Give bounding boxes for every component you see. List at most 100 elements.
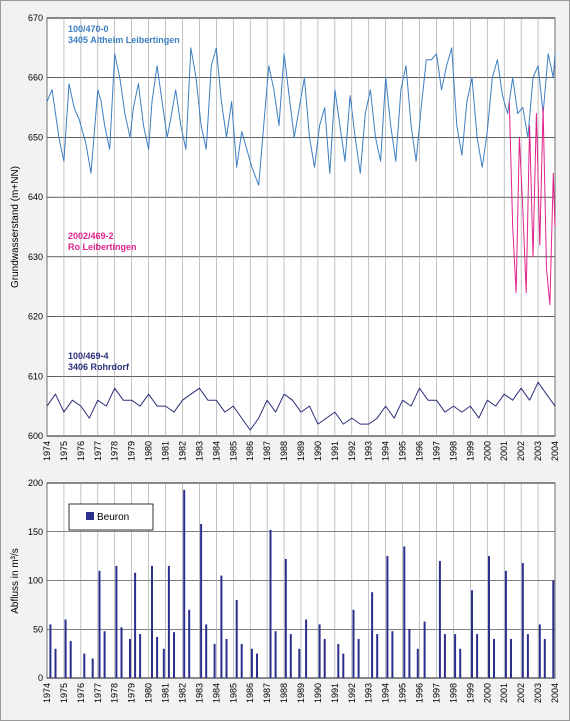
discharge-chart: 0 50 100 150 200 1974 1975 1976 1977 1978 1979 198…	[10, 478, 560, 703]
bar-beuron	[342, 653, 345, 678]
bar-beuron	[552, 580, 555, 678]
bar-beuron	[240, 643, 243, 678]
x-tick-label: 1980	[144, 683, 154, 703]
bar-beuron	[91, 658, 94, 678]
bar-beuron	[129, 639, 131, 678]
y-tick-label: 650	[28, 132, 43, 142]
legend-entry-beuron: Beuron	[97, 512, 129, 523]
x-tick-label: 1997	[431, 441, 441, 461]
bar-beuron	[183, 489, 186, 678]
x-tick-label: 1985	[228, 441, 238, 461]
groundwater-series	[46, 47, 556, 431]
bar-beuron	[408, 629, 411, 679]
y-tick-label: 670	[28, 13, 43, 23]
bar-beuron	[386, 556, 389, 678]
series-label-1-line-1: Ro Leibertingen	[68, 242, 137, 252]
x-tick-label: 2004	[550, 441, 560, 461]
bar-beuron	[391, 631, 394, 678]
bar-beuron	[115, 565, 118, 678]
bar-beuron	[269, 529, 272, 678]
x-tick-label: 1993	[364, 683, 374, 703]
x-tick-label: 1981	[161, 683, 171, 703]
x-tick-label: 1994	[381, 683, 391, 703]
y-tick-label: 200	[28, 478, 43, 488]
x-tick-label: 1988	[279, 683, 289, 703]
bar-beuron	[376, 634, 379, 678]
bar-beuron	[298, 648, 301, 679]
y-tick-label: 610	[28, 371, 43, 381]
x-tick-label: 1983	[194, 683, 204, 703]
bar-beuron	[438, 561, 441, 678]
bar-beuron	[521, 563, 524, 678]
groundwater-x-ticks: 1974 1975 1976 1977 1978 1979 1980 1981 1982 1983…	[42, 441, 560, 461]
bar-beuron	[371, 592, 374, 678]
x-tick-label: 1981	[161, 441, 171, 461]
x-tick-label: 1991	[330, 441, 340, 461]
x-tick-label: 1998	[448, 441, 458, 461]
bar-beuron	[120, 627, 123, 678]
x-tick-label: 1974	[42, 683, 52, 703]
series-label-0-line-0: 100/470-0	[68, 24, 109, 34]
bar-beuron	[459, 648, 462, 679]
bar-beuron	[200, 524, 203, 678]
x-tick-label: 2003	[533, 441, 543, 461]
series-label-2-line-1: 3406 Rohrdorf	[68, 362, 130, 372]
x-tick-label: 1977	[93, 441, 103, 461]
bar-beuron	[213, 643, 216, 678]
x-tick-label: 1984	[211, 683, 221, 703]
bar-beuron	[151, 565, 153, 678]
x-tick-label: 1984	[211, 441, 221, 461]
x-tick-label: 1989	[296, 441, 306, 461]
x-tick-label: 2001	[499, 683, 509, 703]
bar-beuron	[235, 600, 238, 678]
x-tick-label: 1982	[177, 683, 187, 703]
bar-beuron	[504, 570, 507, 679]
bar-beuron	[538, 624, 541, 678]
legend-box	[68, 503, 154, 531]
x-tick-label: 2001	[499, 441, 509, 461]
bar-beuron	[64, 619, 67, 678]
discharge-bars	[49, 489, 555, 679]
bar-beuron	[284, 559, 287, 678]
x-tick-label: 1986	[245, 683, 255, 703]
x-tick-label: 1979	[127, 683, 137, 703]
x-tick-label: 1975	[59, 441, 69, 461]
bar-beuron	[543, 639, 546, 678]
series-label-0-line-1: 3405 Altheim Leibertingen	[68, 35, 180, 45]
bar-beuron	[274, 631, 277, 678]
x-tick-label: 1974	[42, 441, 52, 461]
bar-beuron	[488, 556, 490, 678]
x-tick-label: 1985	[228, 683, 238, 703]
bar-beuron	[250, 648, 253, 679]
x-tick-label: 1976	[76, 441, 86, 461]
series-line-2	[46, 381, 556, 431]
y-tick-label: 630	[28, 252, 43, 262]
x-tick-label: 2002	[516, 441, 526, 461]
x-tick-label: 1979	[127, 441, 137, 461]
y-tick-label: 0	[38, 673, 43, 683]
groundwater-grid	[46, 17, 556, 437]
x-tick-label: 1993	[364, 441, 374, 461]
discharge-y-axis-label: Abfluss in m³/s	[10, 548, 21, 614]
x-tick-label: 1980	[144, 441, 154, 461]
x-tick-label: 1992	[347, 441, 357, 461]
groundwater-y-ticks: 600 610 620 630 640 650 660 670	[28, 13, 43, 441]
bar-beuron	[416, 648, 419, 679]
x-tick-label: 1987	[262, 441, 272, 461]
bar-beuron	[134, 572, 137, 678]
bar-beuron	[352, 609, 355, 679]
bar-beuron	[188, 609, 191, 679]
bar-beuron	[83, 653, 86, 678]
bar-beuron	[526, 634, 529, 678]
x-tick-label: 1996	[415, 683, 425, 703]
x-tick-label: 1983	[194, 441, 204, 461]
bar-beuron	[103, 631, 106, 678]
x-tick-label: 1998	[448, 683, 458, 703]
series-line-1	[508, 101, 556, 306]
y-tick-label: 620	[28, 312, 43, 322]
bar-beuron	[403, 546, 406, 678]
bar-beuron	[443, 634, 446, 678]
bar-beuron	[454, 634, 457, 678]
